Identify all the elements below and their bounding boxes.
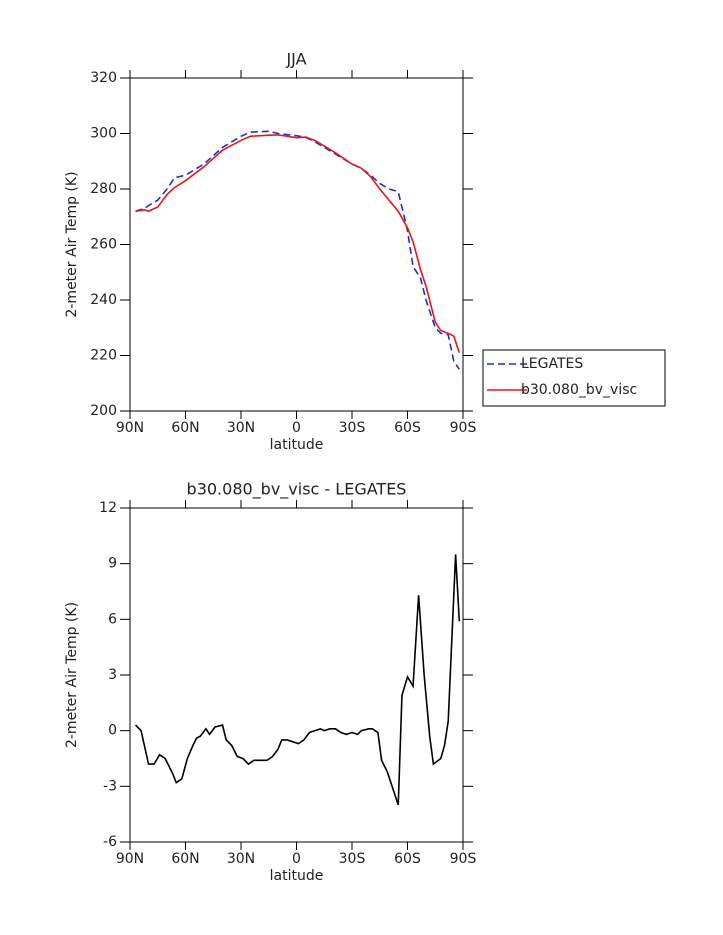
x-tick-label: 30N [227, 420, 255, 436]
chart-title: JJA [285, 50, 306, 69]
x-tick-label: 60N [171, 420, 199, 436]
y-axis-label: 2-meter Air Temp (K) [64, 602, 80, 748]
data-line [134, 554, 461, 806]
x-tick-label: 90N [116, 420, 144, 436]
y-tick-label: 3 [108, 667, 117, 683]
y-tick-label: 200 [90, 403, 117, 419]
y-tick-label: 300 [90, 126, 117, 142]
y-tick-label: 12 [99, 500, 117, 516]
legend-label: LEGATES [521, 356, 583, 372]
x-tick-label: 30N [227, 851, 255, 867]
data-line [135, 134, 461, 353]
x-tick-label: 90S [450, 420, 477, 436]
x-tick-label: 90S [450, 851, 477, 867]
data-line [135, 130, 460, 370]
x-tick-label: 30S [339, 851, 366, 867]
y-tick-label: 320 [90, 70, 117, 86]
y-tick-label: 260 [90, 237, 117, 253]
legend-box [482, 349, 666, 407]
x-tick-label: 60S [394, 851, 421, 867]
y-tick-label: -6 [103, 834, 117, 850]
x-tick-label: 90N [116, 851, 144, 867]
y-tick-label: 0 [108, 723, 117, 739]
x-tick-label: 60N [171, 851, 199, 867]
x-tick-label: 60S [394, 420, 421, 436]
y-tick-label: 6 [108, 611, 117, 627]
x-tick-label: 30S [339, 420, 366, 436]
x-axis-label: latitude [270, 868, 324, 884]
y-tick-label: 240 [90, 292, 117, 308]
y-tick-label: 9 [108, 556, 117, 572]
y-tick-label: -3 [103, 778, 117, 794]
x-tick-label: 0 [292, 420, 301, 436]
x-tick-label: 0 [292, 851, 301, 867]
y-tick-label: 280 [90, 181, 117, 197]
legend-label: b30.080_bv_visc [521, 382, 637, 398]
y-tick-label: 220 [90, 348, 117, 364]
chart-title: b30.080_bv_visc - LEGATES [187, 480, 407, 500]
y-axis-label: 2-meter Air Temp (K) [64, 171, 80, 317]
x-axis-label: latitude [270, 437, 324, 453]
